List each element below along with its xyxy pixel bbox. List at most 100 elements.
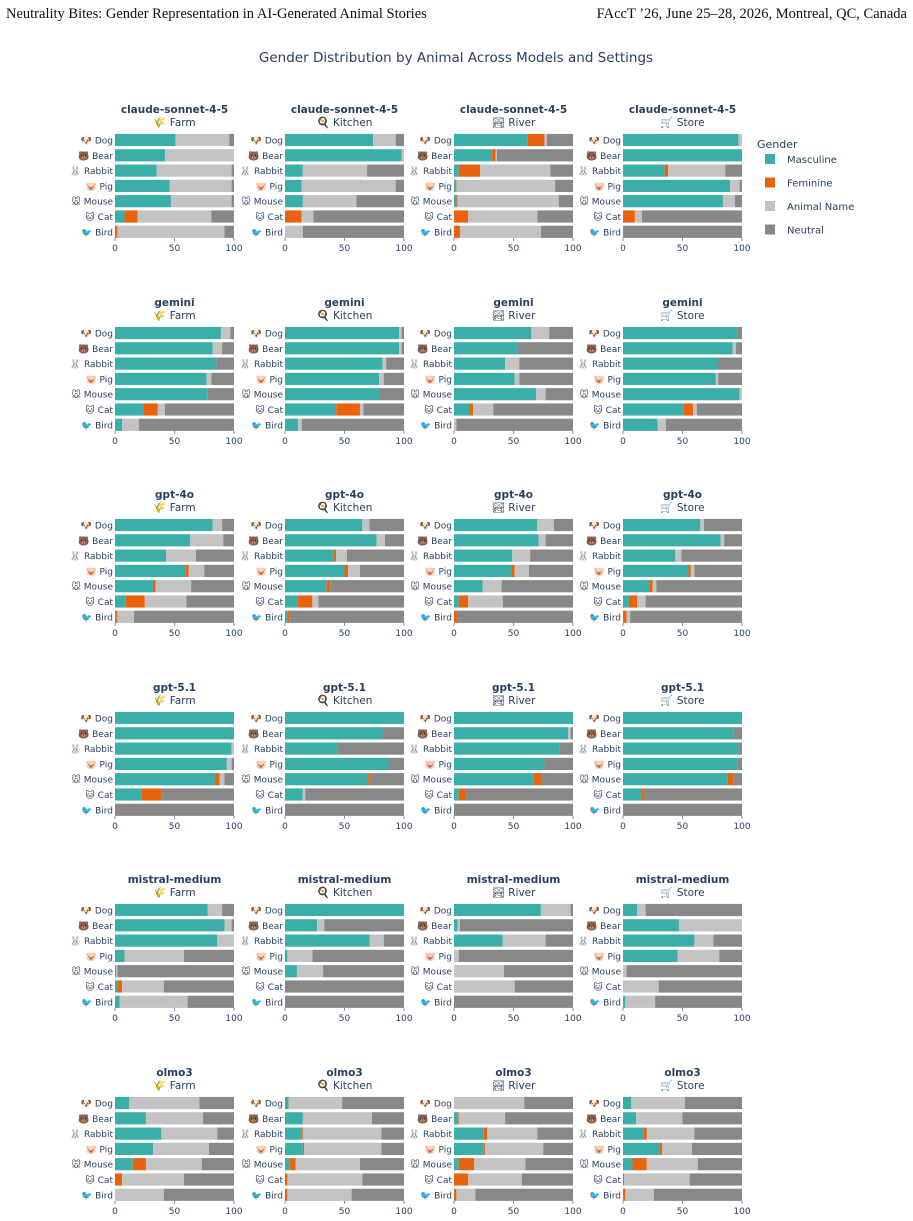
bar-rabbit-masculine — [285, 934, 370, 947]
animal-label-mouse: 🐭 Mouse — [72, 966, 114, 978]
bar-bird-animal-name — [657, 418, 666, 431]
panel-mistral-medium-river: mistral-medium🏞 River 🐶 Dog 🐻 Bear 🐰 Rabbit… — [409, 874, 582, 1024]
panel-model-title: olmo3 — [664, 1067, 700, 1079]
bar-rabbit-masculine — [115, 357, 217, 370]
x-tick-label: 100 — [395, 244, 412, 254]
bar-rabbit-feminine — [333, 549, 337, 562]
bar-bear-animal-name — [302, 1112, 372, 1125]
panel-setting-title: 🌾 Farm — [153, 1079, 195, 1092]
animal-label-mouse: 🐭 Mouse — [411, 966, 453, 978]
bar-mouse-feminine — [649, 580, 653, 593]
bar-bear-neutral — [570, 727, 573, 740]
bar-bird-animal-name — [626, 610, 631, 623]
x-tick-label: 50 — [508, 244, 520, 254]
bar-dog-masculine — [454, 133, 528, 147]
bar-mouse-neutral — [733, 773, 742, 786]
animal-label-cat: 🐱 Cat — [85, 597, 113, 608]
bar-bird-neutral — [454, 995, 573, 1008]
animal-label-bird: 🐦 Bird — [589, 227, 621, 238]
bar-bear-masculine — [115, 727, 234, 740]
bar-mouse-masculine — [115, 580, 154, 593]
bar-bird-neutral — [224, 225, 234, 238]
x-tick-label: 100 — [733, 244, 750, 254]
bar-mouse-animal-name — [739, 388, 742, 401]
panel-claude-sonnet-4-5-store: claude-sonnet-4-5🛒 Store 🐶 Dog 🐻 Bear 🐰 Rab… — [578, 104, 751, 254]
animal-label-cat: 🐱 Cat — [255, 212, 283, 223]
legend-label-masculine: Masculine — [787, 155, 837, 166]
bar-mouse-masculine — [115, 773, 215, 786]
animal-label-bird: 🐦 Bird — [589, 997, 621, 1008]
panel-setting-title: 🛒 Store — [660, 116, 704, 129]
bar-bird-animal-name — [459, 225, 541, 238]
animal-label-bird: 🐦 Bird — [420, 420, 452, 431]
animal-label-cat: 🐱 Cat — [593, 212, 621, 223]
x-tick-label: 100 — [395, 822, 412, 832]
panel-model-title: claude-sonnet-4-5 — [121, 104, 228, 116]
bar-mouse-animal-name — [295, 1158, 360, 1171]
animal-label-bear: 🐻 Bear — [78, 1113, 113, 1125]
bar-pig-masculine — [115, 757, 227, 770]
bar-bird-animal-name — [285, 225, 303, 238]
legend-label-feminine: Feminine — [787, 179, 832, 190]
bar-bird-feminine — [285, 1188, 288, 1201]
panel-setting-title: 🍳 Kitchen — [317, 116, 373, 129]
bar-mouse-neutral — [370, 773, 404, 786]
panel-model-title: gemini — [493, 297, 533, 309]
bar-pig-feminine — [302, 1142, 305, 1155]
bar-dog-animal-name — [537, 518, 554, 532]
animal-label-rabbit: 🐰 Rabbit — [240, 550, 284, 562]
bar-rabbit-animal-name — [487, 1127, 538, 1140]
bar-mouse-animal-name — [646, 1158, 698, 1171]
bar-dog-neutral — [401, 326, 404, 340]
bar-dog-neutral — [229, 133, 234, 147]
bar-cat-neutral — [537, 210, 573, 223]
animal-label-bear: 🐻 Bear — [248, 343, 283, 355]
animal-label-pig: 🐷 Pig — [424, 374, 452, 385]
bar-mouse-masculine — [454, 1158, 459, 1171]
bar-cat-feminine — [124, 210, 138, 223]
bar-bear-animal-name — [164, 149, 234, 162]
animal-label-bird: 🐦 Bird — [81, 420, 113, 431]
bar-bird-feminine — [454, 1188, 457, 1201]
animal-label-bear: 🐻 Bear — [417, 920, 452, 932]
bar-bird-feminine — [116, 610, 118, 623]
bar-rabbit-masculine — [454, 164, 459, 177]
bar-cat-animal-name — [624, 1173, 690, 1186]
x-tick-label: 50 — [169, 437, 181, 447]
bar-cat-neutral — [363, 403, 404, 416]
animal-label-pig: 🐷 Pig — [255, 566, 283, 577]
animal-label-dog: 🐶 Dog — [251, 136, 283, 147]
bar-mouse-animal-name — [536, 388, 546, 401]
bar-cat-feminine — [285, 1173, 288, 1186]
bar-rabbit-neutral — [346, 549, 404, 562]
bar-rabbit-animal-name — [480, 164, 551, 177]
x-tick-label: 0 — [282, 244, 288, 254]
x-tick-label: 100 — [395, 1207, 412, 1217]
animal-label-bird: 🐦 Bird — [420, 805, 452, 816]
bar-pig-animal-name — [226, 757, 232, 770]
bar-rabbit-neutral — [559, 742, 573, 755]
bar-bear-masculine — [623, 919, 679, 932]
panel-mistral-medium-kitchen: mistral-medium🍳 Kitchen 🐶 Dog 🐻 Bear 🐰 Rabb… — [240, 874, 413, 1024]
bar-rabbit-masculine — [454, 742, 560, 755]
bar-pig-neutral — [231, 179, 234, 192]
bar-bear-masculine — [285, 149, 402, 162]
bar-bird-feminine — [623, 1188, 626, 1201]
panel-setting-title: 🍳 Kitchen — [317, 694, 373, 707]
bar-mouse-feminine — [368, 773, 371, 786]
bar-cat-neutral — [163, 980, 234, 993]
bar-mouse-neutral — [558, 195, 573, 208]
bar-dog-masculine — [285, 711, 404, 725]
bar-bear-animal-name — [145, 1112, 204, 1125]
bar-pig-masculine — [623, 372, 716, 385]
animal-label-rabbit: 🐰 Rabbit — [578, 550, 622, 562]
bar-rabbit-masculine — [285, 742, 338, 755]
bar-bird-feminine — [454, 610, 458, 623]
panel-gpt-4o-kitchen: gpt-4o🍳 Kitchen 🐶 Dog 🐻 Bear 🐰 Rabbit 🐷 Pig 🐭… — [240, 489, 413, 639]
bar-bear-masculine — [285, 534, 377, 547]
bar-rabbit-neutral — [694, 1127, 742, 1140]
bar-pig-animal-name — [169, 179, 232, 192]
animal-label-bird: 🐦 Bird — [251, 227, 283, 238]
legend-swatch-animal-name — [765, 201, 775, 211]
panel-gemini-store: gemini🛒 Store 🐶 Dog 🐻 Bear 🐰 Rabbit 🐷 Pig 🐭 M… — [578, 297, 751, 447]
